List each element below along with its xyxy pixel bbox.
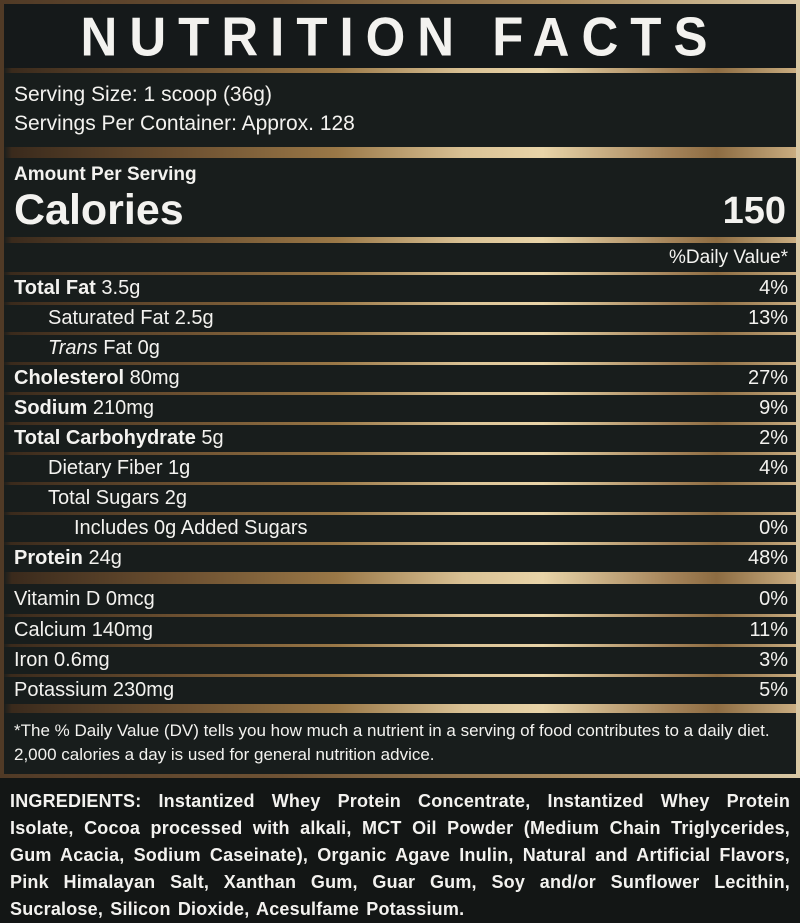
daily-value-footnote: *The % Daily Value (DV) tells you how mu… [14, 721, 770, 764]
nutrient-row: Total Sugars 2g [4, 482, 796, 512]
divider [4, 572, 796, 584]
nutrient-row: Dietary Fiber 1g 4% [4, 452, 796, 482]
nutrient-amount: 2g [159, 487, 187, 509]
page-title: NUTRITION FACTS [80, 5, 720, 67]
nutrient-daily-value: 27% [747, 367, 788, 389]
nutrient-daily-value: 4% [759, 457, 788, 479]
nutrient-row: Vitamin D 0mcg 0% [4, 584, 796, 614]
nutrient-name: Protein [14, 547, 83, 569]
ingredients-paragraph: INGREDIENTS: Instantized Whey Protein Co… [0, 778, 800, 923]
ingredients-label: INGREDIENTS: [10, 791, 142, 811]
nutrient-amount: 5g [195, 427, 224, 449]
nutrient-row: Total Fat 3.5g 4% [4, 272, 796, 302]
calories-value: 150 [722, 190, 786, 232]
nutrient-daily-value: 5% [759, 679, 788, 701]
nutrient-daily-value: 4% [759, 277, 788, 299]
nutrient-name: Iron 0.6mg [14, 649, 110, 671]
nutrient-amount: 2.5g [169, 307, 214, 329]
title-bar: NUTRITION FACTS [4, 4, 796, 68]
nutrient-daily-value: 13% [747, 307, 788, 329]
calories-label: Calories [14, 186, 184, 234]
serving-size: Serving Size: 1 scoop (36g) [14, 83, 272, 106]
serving-info: Serving Size: 1 scoop (36g) Servings Per… [4, 73, 796, 147]
nutrient-name: Trans [48, 337, 98, 359]
nutrient-rows: Total Fat 3.5g 4% Saturated Fat 2.5g 13%… [4, 272, 796, 572]
nutrient-amount: 3.5g [95, 277, 141, 299]
nutrient-daily-value: 9% [759, 397, 788, 419]
nutrient-name: Total Sugars [48, 487, 160, 509]
divider [4, 704, 796, 713]
nutrient-daily-value: 2% [759, 427, 788, 449]
divider [4, 147, 796, 158]
nutrient-name: Includes 0g Added Sugars [74, 517, 308, 539]
nutrient-name: Total Fat [14, 277, 96, 299]
nutrient-row: Sodium 210mg 9% [4, 392, 796, 422]
amount-per-serving-label: Amount Per Serving [14, 164, 197, 185]
nutrient-row: Potassium 230mg 5% [4, 674, 796, 704]
nutrient-amount: Fat 0g [97, 337, 160, 359]
nutrient-name: Saturated Fat [48, 307, 170, 329]
nutrient-amount: 1g [162, 457, 191, 479]
nutrient-amount: 210mg [87, 397, 155, 419]
nutrient-name: Calcium 140mg [14, 619, 153, 641]
nutrient-daily-value: 48% [747, 547, 788, 569]
divider [4, 68, 796, 73]
servings-per-container: Servings Per Container: Approx. 128 [14, 112, 355, 135]
nutrient-name: Vitamin D 0mcg [14, 587, 155, 610]
nutrient-row: Cholesterol 80mg 27% [4, 362, 796, 392]
nutrient-daily-value: 11% [749, 619, 788, 641]
nutrient-daily-value: 3% [759, 649, 788, 671]
nutrient-name: Sodium [14, 397, 88, 419]
nutrition-facts-panel: NUTRITION FACTS Serving Size: 1 scoop (3… [0, 0, 800, 778]
daily-value-header: %Daily Value* [669, 246, 788, 268]
nutrient-amount: 24g [82, 547, 122, 569]
nutrient-amount: 80mg [124, 367, 180, 389]
vitamin-rows: Vitamin D 0mcg 0% Calcium 140mg 11% Iron… [4, 584, 796, 704]
nutrient-name: Potassium 230mg [14, 679, 175, 701]
nutrient-daily-value: 0% [759, 517, 788, 539]
nutrient-name: Cholesterol [14, 367, 125, 389]
nutrient-row: Total Carbohydrate 5g 2% [4, 422, 796, 452]
nutrient-row: Protein 24g 48% [4, 542, 796, 572]
nutrient-row: Includes 0g Added Sugars 0% [4, 512, 796, 542]
nutrient-row: Calcium 140mg 11% [4, 614, 796, 644]
nutrient-name: Total Carbohydrate [14, 427, 196, 449]
nutrient-row: Trans Fat 0g [4, 332, 796, 362]
divider [4, 237, 796, 243]
nutrient-row: Saturated Fat 2.5g 13% [4, 302, 796, 332]
nutrient-daily-value: 0% [759, 587, 788, 610]
calories-section: Amount Per Serving Calories 150 [4, 158, 796, 237]
nutrient-name: Dietary Fiber [48, 457, 163, 479]
nutrient-row: Iron 0.6mg 3% [4, 644, 796, 674]
